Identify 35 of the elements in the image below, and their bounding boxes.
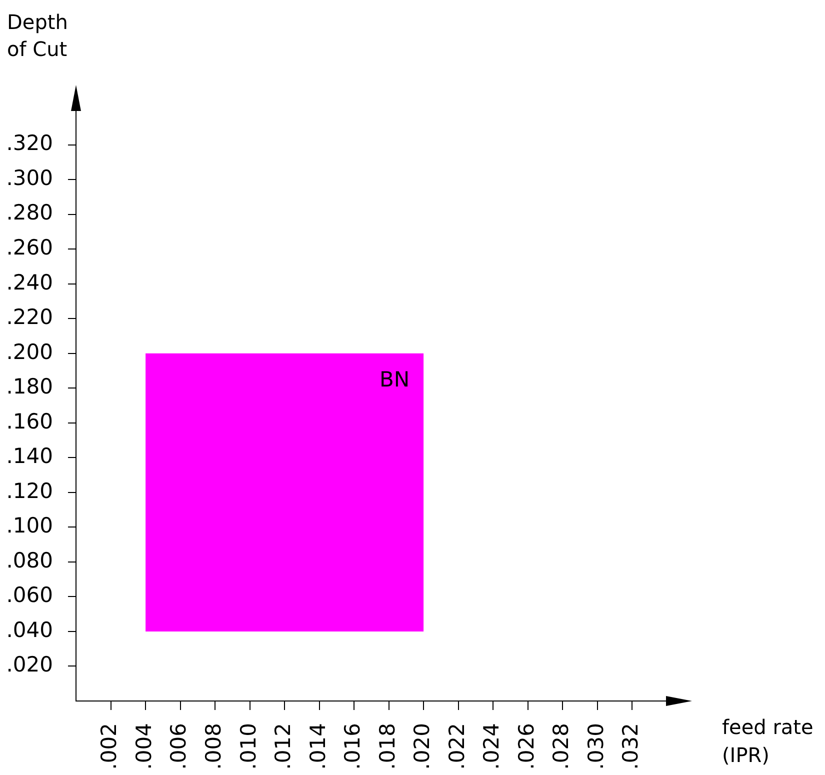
x-tick-label: .018 bbox=[375, 723, 400, 770]
y-tick-label: .300 bbox=[6, 166, 53, 190]
x-tick-label: .026 bbox=[514, 723, 538, 770]
x-axis-title: feed rate (IPR) bbox=[722, 715, 814, 767]
y-tick-label: .080 bbox=[6, 548, 53, 572]
y-tick-label: .120 bbox=[6, 478, 53, 503]
y-tick-label: .260 bbox=[6, 236, 53, 260]
y-tick-label: .240 bbox=[6, 270, 53, 294]
y-tick-label: .040 bbox=[6, 618, 53, 642]
y-tick-label: .220 bbox=[6, 305, 53, 330]
x-tick-label: .014 bbox=[306, 723, 330, 770]
x-tick-label: .030 bbox=[584, 723, 608, 770]
annotation: BN bbox=[380, 367, 410, 392]
x-tick-label: .032 bbox=[618, 723, 643, 770]
y-tick-label: .140 bbox=[6, 444, 53, 468]
x-tick-label: .020 bbox=[410, 723, 434, 770]
y-tick-label: .320 bbox=[6, 131, 53, 156]
x-tick-label: .008 bbox=[202, 723, 226, 770]
x-tick-label: .016 bbox=[340, 723, 365, 770]
y-tick-label: .180 bbox=[6, 374, 53, 399]
x-tick-label: .006 bbox=[166, 723, 191, 770]
x-tick-label: .024 bbox=[480, 723, 504, 770]
y-axis-title: Depth of Cut bbox=[7, 10, 68, 61]
x-tick-label: .002 bbox=[97, 723, 122, 770]
x-tick-label: .010 bbox=[236, 723, 260, 770]
y-tick-label: .280 bbox=[6, 200, 53, 225]
y-tick-label: .060 bbox=[6, 583, 53, 608]
y-tick-label: .200 bbox=[6, 340, 53, 364]
y-tick-label: .020 bbox=[6, 652, 53, 677]
y-tick-label: .100 bbox=[6, 514, 53, 538]
x-tick-label: .028 bbox=[549, 723, 574, 770]
x-tick-label: .004 bbox=[132, 723, 156, 770]
x-tick-label: .012 bbox=[271, 723, 296, 770]
x-tick-label: .022 bbox=[444, 723, 469, 770]
y-tick-label: .160 bbox=[6, 409, 53, 434]
